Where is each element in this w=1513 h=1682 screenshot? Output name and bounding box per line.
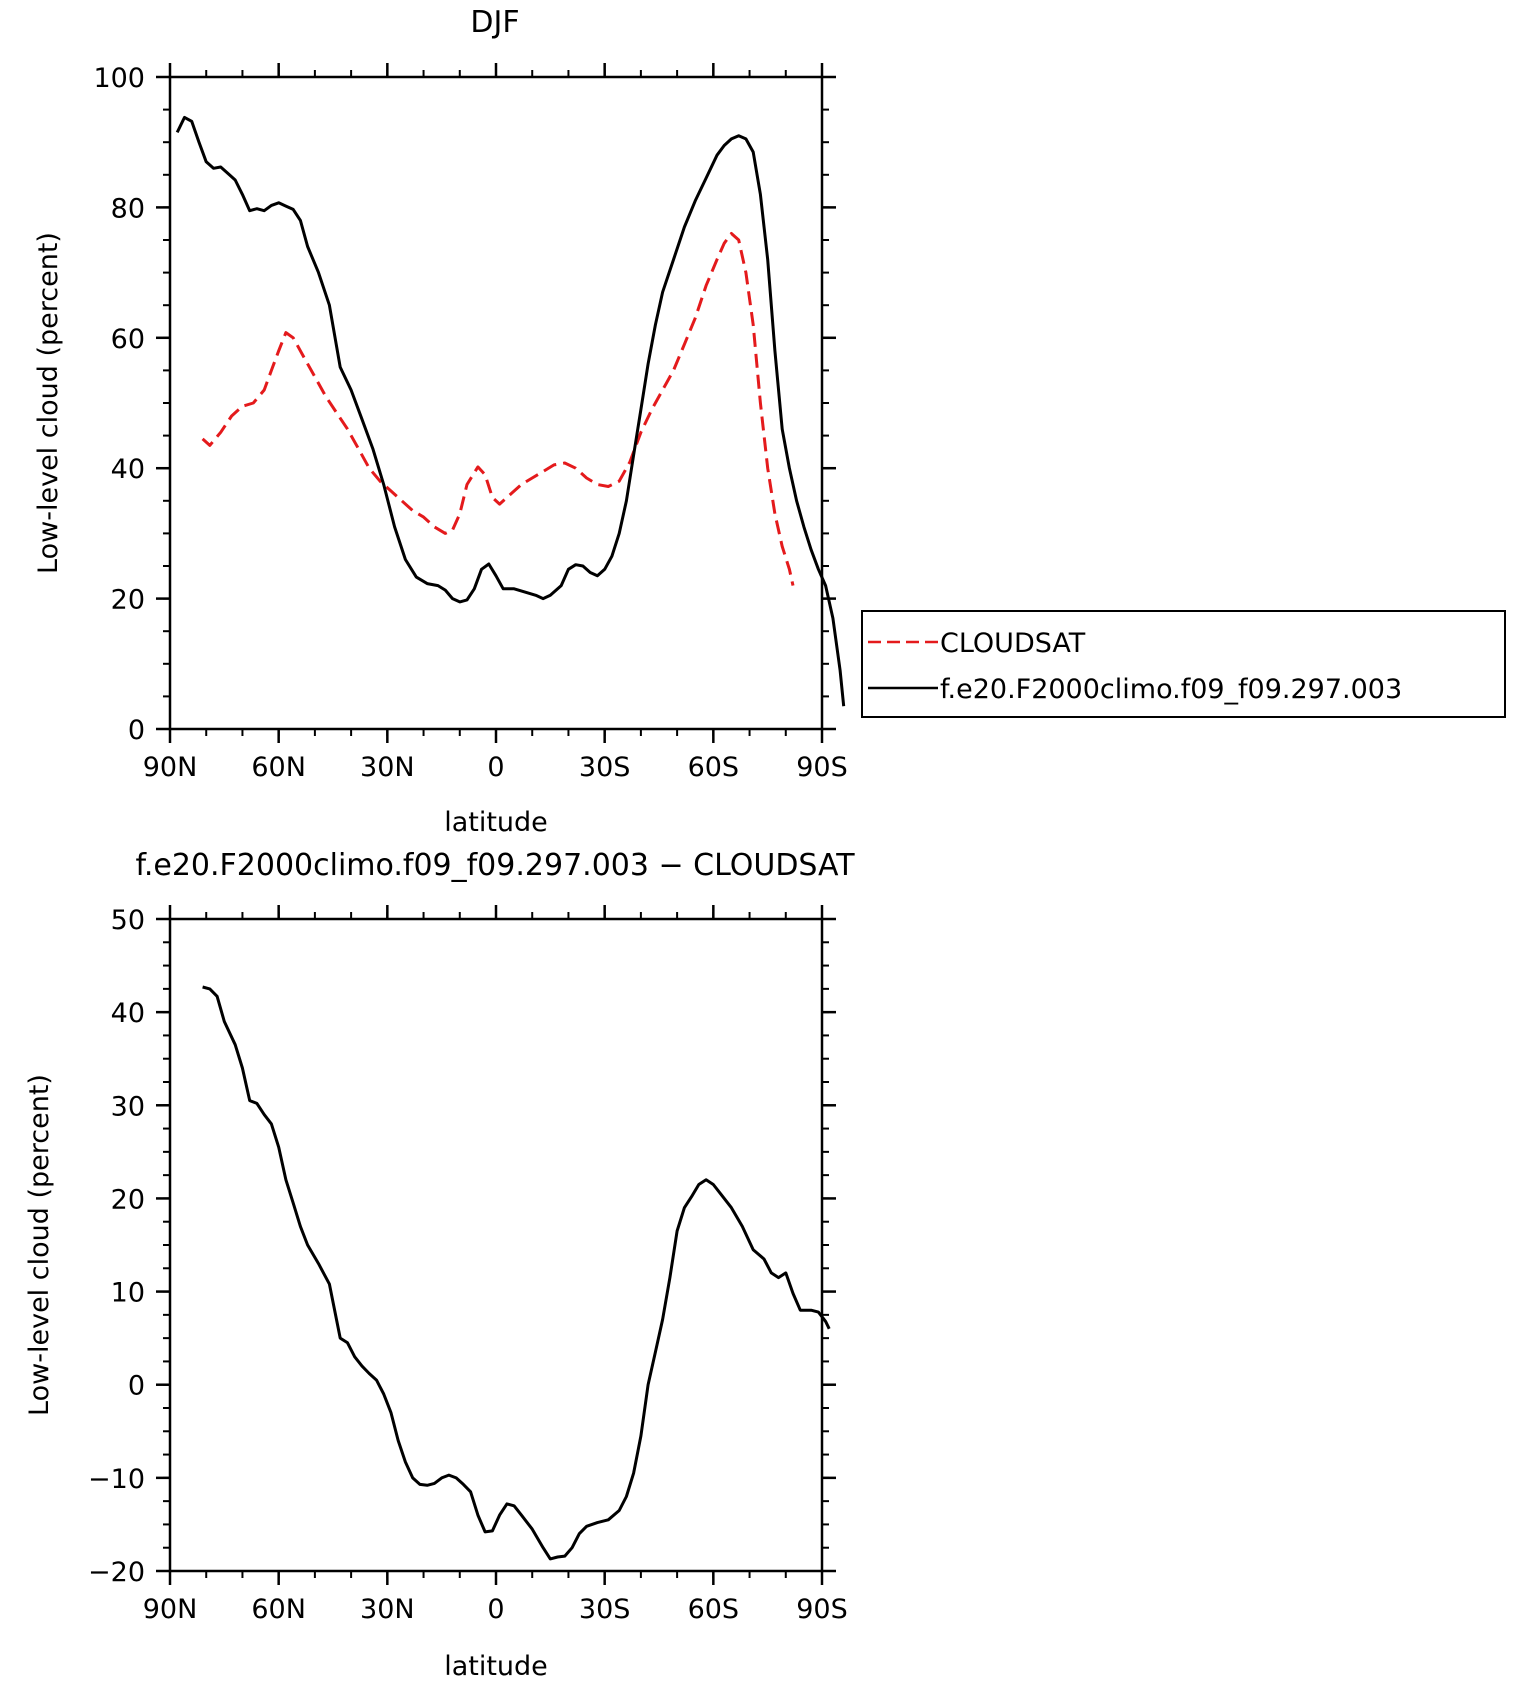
top-plot-frame: [168, 75, 824, 731]
y-tick-label: 40: [111, 454, 145, 485]
x-tick-label: 90N: [143, 1594, 198, 1625]
series-line-difference: [202, 985, 831, 1561]
series-line-model: [175, 115, 846, 707]
y-tick-label: 80: [111, 193, 145, 224]
x-tick-label: 30N: [360, 752, 415, 783]
y-tick-label: −20: [88, 1557, 145, 1588]
legend: CLOUDSAT f.e20.F2000climo.f09_f09.297.00…: [861, 610, 1506, 718]
bottom-plot-frame: [168, 917, 824, 1573]
y-tick-label: −10: [88, 1464, 145, 1495]
y-tick-label: 100: [93, 63, 145, 94]
top-chart-title: DJF: [470, 5, 519, 40]
y-tick-label: 30: [111, 1091, 145, 1122]
legend-label-cloudsat: CLOUDSAT: [940, 628, 1086, 659]
bottom-axis-ticks: 90N 60N 30N 0 30S 60S 90S −20 −10 0 10 20 30 40 50: [88, 905, 848, 1625]
y-tick-label: 10: [111, 1278, 145, 1309]
y-tick-label: 20: [111, 1184, 145, 1215]
bottom-series-lines: [202, 985, 831, 1561]
bottom-panel: f.e20.F2000climo.f09_f09.297.003 − CLOUD…: [24, 848, 855, 1682]
y-tick-label: 0: [128, 715, 145, 746]
bottom-chart-title: f.e20.F2000climo.f09_f09.297.003 − CLOUD…: [135, 848, 855, 883]
x-tick-label: 30N: [360, 1594, 415, 1625]
top-x-axis-label: latitude: [444, 807, 548, 838]
legend-label-model: f.e20.F2000climo.f09_f09.297.003: [940, 674, 1402, 705]
x-tick-label: 60N: [251, 752, 306, 783]
x-tick-label: 90N: [143, 752, 198, 783]
y-tick-label: 20: [111, 585, 145, 616]
top-series-lines: [175, 115, 846, 707]
bottom-x-axis-label: latitude: [444, 1651, 548, 1682]
series-line-cloudsat: [201, 232, 795, 586]
x-tick-label: 60S: [688, 1594, 740, 1625]
x-tick-label: 90S: [796, 1594, 848, 1625]
top-panel: DJF 90N 60N 30N 0 30S 60S 90S 0 20 40 60 80 100 lati…: [33, 5, 1506, 838]
x-tick-label: 0: [487, 752, 504, 783]
x-tick-label: 30S: [579, 752, 631, 783]
y-tick-label: 50: [111, 905, 145, 936]
top-axis-ticks: 90N 60N 30N 0 30S 60S 90S 0 20 40 60 80 100: [93, 63, 848, 783]
x-tick-label: 0: [487, 1594, 504, 1625]
top-y-axis-label: Low-level cloud (percent): [33, 232, 64, 574]
x-tick-label: 60S: [688, 752, 740, 783]
y-tick-label: 0: [128, 1371, 145, 1402]
y-tick-label: 60: [111, 324, 145, 355]
bottom-y-axis-label: Low-level cloud (percent): [24, 1074, 55, 1416]
legend-box: [861, 610, 1506, 718]
x-tick-label: 30S: [579, 1594, 631, 1625]
x-tick-label: 60N: [251, 1594, 306, 1625]
y-tick-label: 40: [111, 998, 145, 1029]
x-tick-label: 90S: [796, 752, 848, 783]
